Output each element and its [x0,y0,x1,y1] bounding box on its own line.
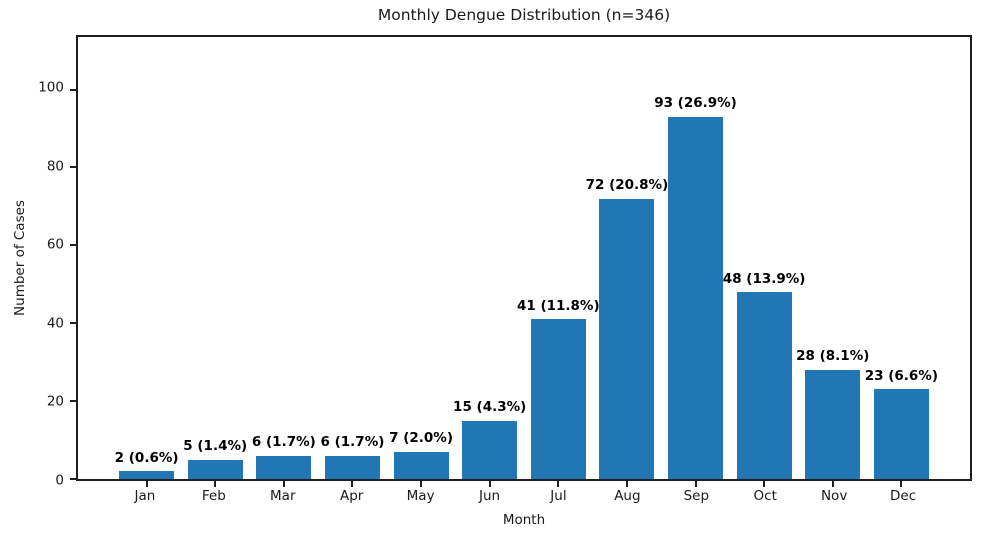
y-tick-label: 0 [55,472,64,489]
bar-nov [805,369,861,479]
x-tick-mark [420,481,423,487]
y-tick-mark [70,400,76,403]
x-tick-label: Dec [890,488,917,504]
y-tick-label: 100 [38,79,64,96]
bar-value-label: 41 (11.8%) [516,297,600,314]
bar-jan [119,471,175,479]
bar-oct [736,292,792,479]
x-tick-mark [900,481,903,487]
bar-value-label: 28 (8.1%) [796,348,870,365]
y-tick-mark [70,322,76,325]
x-tick-label: Feb [201,488,226,504]
y-tick-label: 80 [46,157,64,174]
bar-mar [256,455,312,479]
bar-value-label: 6 (1.7%) [320,434,385,451]
x-tick-label: Jan [134,488,156,504]
bar-jun [462,420,518,479]
chart-title: Monthly Dengue Distribution (n=346) [377,6,671,24]
bar-feb [187,459,243,479]
bar-value-label: 48 (13.9%) [722,270,806,287]
x-tick-mark [351,481,354,487]
bar-value-label: 5 (1.4%) [183,438,248,455]
bar-apr [325,455,380,479]
x-tick-mark [488,481,491,487]
x-tick-mark [145,481,148,487]
y-tick-label: 60 [46,236,64,253]
bar-dec [873,389,929,479]
bar-jul [530,319,586,479]
x-tick-label: Aug [614,488,641,504]
y-tick-mark [70,478,76,480]
bar-value-label: 23 (6.6%) [864,367,939,384]
bar-aug [599,198,655,479]
y-tick-labels: 0 20 40 60 80 100 [0,35,64,487]
x-tick-mark [763,481,766,487]
bar-may [393,451,449,479]
x-axis-label: Month [502,512,546,528]
y-tick-mark [70,88,76,91]
y-tick-mark [70,244,76,247]
x-tick-label: Apr [340,488,364,504]
bar-value-label: 2 (0.6%) [114,449,179,466]
x-tick-mark [557,481,560,487]
x-tick-labels: Jan Feb Mar Apr May Jun Jul Aug Sep Oct Nov Dec [76,488,972,508]
x-tick-label: Nov [820,488,848,504]
x-tick-label: May [406,488,435,504]
x-tick-mark [214,481,217,487]
y-tick-mark [70,166,76,169]
x-tick-label: Sep [683,488,710,504]
bar-value-label: 7 (2.0%) [389,430,453,447]
x-tick-label: Mar [270,488,296,504]
bar-value-label: 15 (4.3%) [453,399,527,416]
y-tick-label: 40 [46,315,64,332]
bar-value-label: 93 (26.9%) [654,95,737,112]
x-tick-mark [694,481,697,487]
bar-value-label: 6 (1.7%) [251,434,316,451]
x-tick-mark [282,481,285,487]
plot-area: 2 (0.6%) 5 (1.4%) 6 (1.7%) 6 (1.7%) 7 (2.0%)… [70,35,972,487]
x-tick-label: Oct [753,488,777,504]
bar-sep [668,116,723,479]
bar-value-label: 72 (20.8%) [585,177,669,194]
x-tick-mark [831,481,834,487]
y-tick-label: 20 [46,393,64,410]
x-tick-mark [625,481,628,487]
x-tick-label: Jun [478,488,501,504]
x-tick-label: Jul [550,488,567,504]
